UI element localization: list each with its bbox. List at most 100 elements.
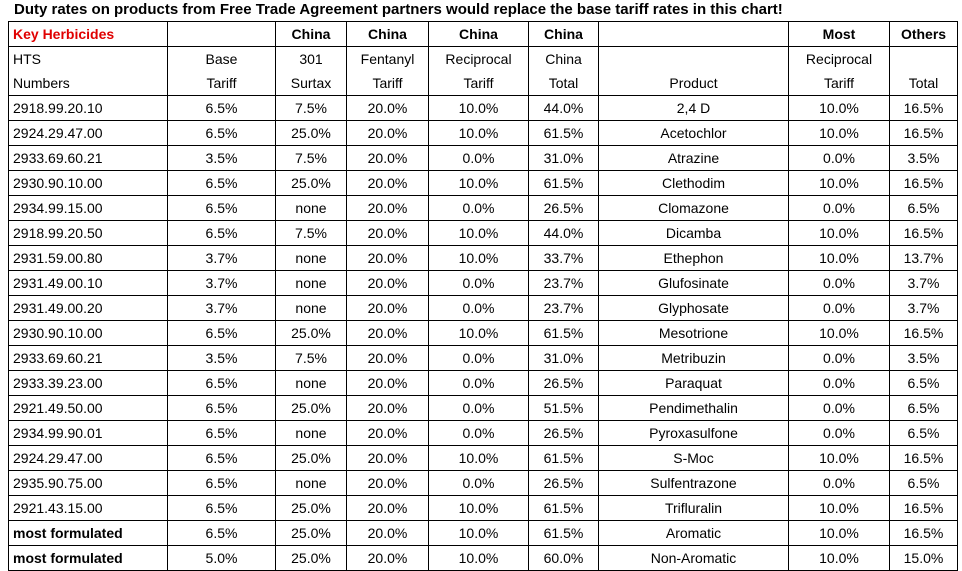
table-cell: most formulated — [8, 520, 168, 546]
table-cell: 10.0% — [788, 120, 890, 146]
table-cell: 6.5% — [167, 120, 276, 146]
table-cell: 20.0% — [346, 95, 429, 121]
table-cell: 16.5% — [889, 445, 958, 471]
table-cell: Numbers — [8, 71, 168, 96]
table-cell: Ethephon — [598, 245, 789, 271]
table-cell: Clethodim — [598, 170, 789, 196]
table-cell: none — [275, 420, 347, 446]
table-cell: 6.5% — [167, 170, 276, 196]
table-cell: 6.5% — [889, 470, 958, 496]
table-cell: 3.5% — [889, 145, 958, 171]
table-cell: 5.0% — [167, 545, 276, 571]
table-row: 2921.43.15.00 6.5% 25.0% 20.0% 10.0% 61.5% Tri… — [8, 495, 958, 521]
table-cell: Glufosinate — [598, 270, 789, 296]
table-cell: 2924.29.47.00 — [8, 445, 168, 471]
table-cell: none — [275, 295, 347, 321]
table-cell: Product — [598, 71, 789, 96]
table-cell: 16.5% — [889, 495, 958, 521]
table-cell: Reciprocal — [428, 46, 529, 71]
table-cell: 26.5% — [528, 420, 599, 446]
table-cell: 2,4 D — [598, 95, 789, 121]
table-cell: 10.0% — [788, 95, 890, 121]
table-cell: 6.5% — [167, 95, 276, 121]
table-cell — [598, 21, 789, 47]
table-cell: 7.5% — [275, 345, 347, 371]
table-cell: 2933.69.60.21 — [8, 145, 168, 171]
table-cell: Fentanyl — [346, 46, 429, 71]
table-cell: China — [528, 21, 599, 47]
table-cell: Key Herbicides — [8, 21, 168, 47]
table-cell: 25.0% — [275, 520, 347, 546]
table-row: most formulated 6.5% 25.0% 20.0% 10.0% 61.5% A… — [8, 520, 958, 546]
table-cell: 6.5% — [167, 420, 276, 446]
table-cell: 20.0% — [346, 145, 429, 171]
table-cell: 20.0% — [346, 295, 429, 321]
table-cell: HTS — [8, 46, 168, 71]
table-row: 2918.99.20.10 6.5% 7.5% 20.0% 10.0% 44.0% 2,4 … — [8, 95, 958, 121]
table-cell: 0.0% — [428, 420, 529, 446]
table-cell: 2930.90.10.00 — [8, 320, 168, 346]
table-cell: 3.5% — [167, 145, 276, 171]
table-cell: 16.5% — [889, 120, 958, 146]
table-cell: 25.0% — [275, 320, 347, 346]
table-cell: China — [528, 46, 599, 71]
table-cell: 25.0% — [275, 120, 347, 146]
table-cell: 10.0% — [428, 220, 529, 246]
table-cell: 3.7% — [889, 270, 958, 296]
table-cell: 0.0% — [788, 470, 890, 496]
table-cell: 16.5% — [889, 320, 958, 346]
table-cell: 6.5% — [167, 445, 276, 471]
table-cell: 0.0% — [788, 420, 890, 446]
table-row: 2935.90.75.00 6.5% none 20.0% 0.0% 26.5% Sulfe… — [8, 470, 958, 496]
table-cell: 10.0% — [428, 445, 529, 471]
table-cell: Tariff — [788, 71, 890, 96]
table-cell: Most — [788, 21, 890, 47]
table-row: 2933.69.60.21 3.5% 7.5% 20.0% 0.0% 31.0% Atraz… — [8, 145, 958, 171]
table-cell: Glyphosate — [598, 295, 789, 321]
table-cell: 60.0% — [528, 545, 599, 571]
table-cell: Atrazine — [598, 145, 789, 171]
table-cell: 6.5% — [167, 495, 276, 521]
table-row: 2924.29.47.00 6.5% 25.0% 20.0% 10.0% 61.5% S-M… — [8, 445, 958, 471]
table-cell: 33.7% — [528, 245, 599, 271]
table-cell: 25.0% — [275, 495, 347, 521]
table-cell: 26.5% — [528, 195, 599, 221]
table-row: 2930.90.10.00 6.5% 25.0% 20.0% 10.0% 61.5% Mes… — [8, 320, 958, 346]
table-cell: 0.0% — [428, 470, 529, 496]
table-cell: 3.7% — [167, 245, 276, 271]
table-cell: 10.0% — [428, 170, 529, 196]
table-cell: 20.0% — [346, 270, 429, 296]
table-cell: China — [346, 21, 429, 47]
table-cell: 51.5% — [528, 395, 599, 421]
table-cell: Pyroxasulfone — [598, 420, 789, 446]
table-cell: 7.5% — [275, 145, 347, 171]
table-row: 2933.69.60.21 3.5% 7.5% 20.0% 0.0% 31.0% Metri… — [8, 345, 958, 371]
table-cell: 2933.39.23.00 — [8, 370, 168, 396]
table-cell: Surtax — [275, 71, 347, 96]
table-cell: 10.0% — [788, 320, 890, 346]
table-cell: 0.0% — [428, 370, 529, 396]
table-cell: China — [428, 21, 529, 47]
table-row: 2933.39.23.00 6.5% none 20.0% 0.0% 26.5% Paraq… — [8, 370, 958, 396]
table-cell: 3.7% — [889, 295, 958, 321]
table-cell: 61.5% — [528, 120, 599, 146]
table-cell: 3.7% — [167, 270, 276, 296]
table-cell: 20.0% — [346, 345, 429, 371]
table-cell: most formulated — [8, 545, 168, 571]
table-cell: 10.0% — [428, 545, 529, 571]
table-cell: 2933.69.60.21 — [8, 345, 168, 371]
table-cell: Acetochlor — [598, 120, 789, 146]
table-cell: 6.5% — [889, 370, 958, 396]
table-cell: 25.0% — [275, 545, 347, 571]
table-cell: Tariff — [428, 71, 529, 96]
table-cell: 6.5% — [889, 420, 958, 446]
table-cell: 61.5% — [528, 495, 599, 521]
table-cell: 61.5% — [528, 520, 599, 546]
table-cell: 6.5% — [167, 195, 276, 221]
table-cell: 2921.43.15.00 — [8, 495, 168, 521]
table-cell — [598, 46, 789, 71]
table-cell: 15.0% — [889, 545, 958, 571]
table-cell: 61.5% — [528, 320, 599, 346]
table-cell: 20.0% — [346, 120, 429, 146]
table-row: 2931.49.00.10 3.7% none 20.0% 0.0% 23.7% Glufo… — [8, 270, 958, 296]
